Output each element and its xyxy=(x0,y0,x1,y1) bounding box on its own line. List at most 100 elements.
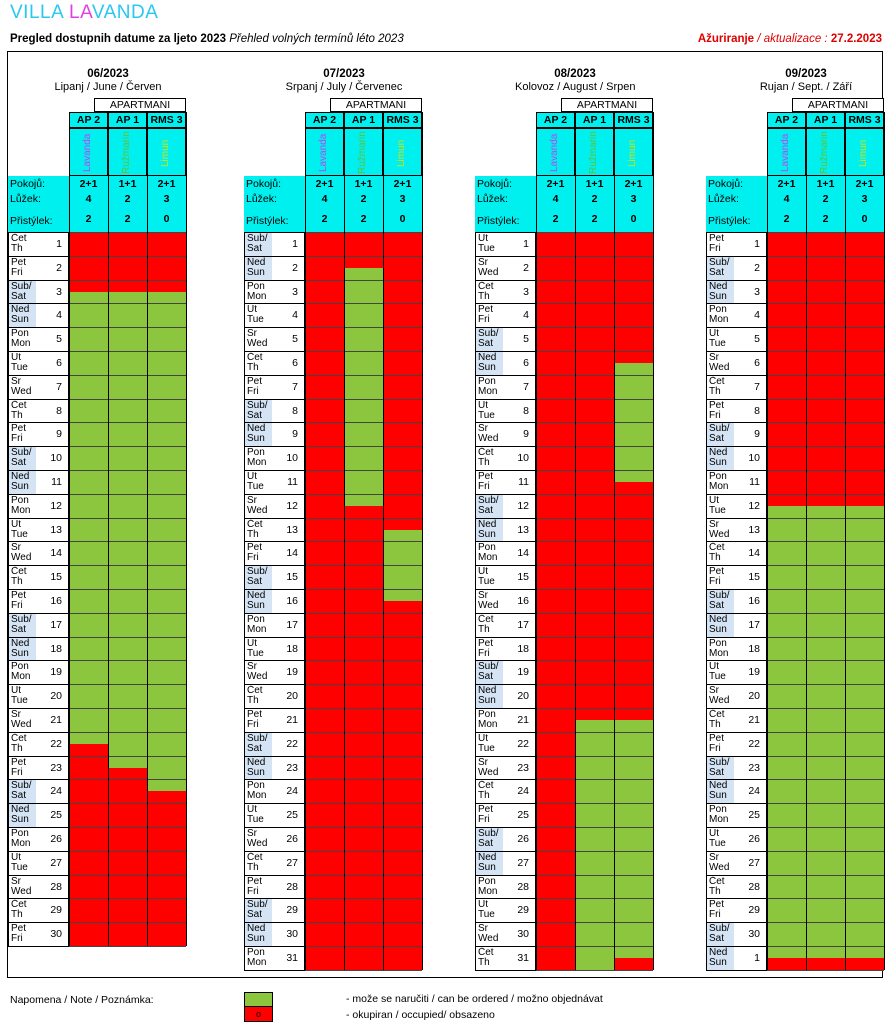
day-label-bg xyxy=(9,352,36,375)
day-name: Pon Mon xyxy=(11,662,30,682)
month-header: 09/2023 Rujan / Sept. / Září xyxy=(746,68,866,93)
day-name-en: Tue xyxy=(478,742,495,754)
day-name: Pet Fri xyxy=(11,924,26,944)
legend-occupied-swatch: o xyxy=(244,1006,273,1022)
day-name-en: Wed xyxy=(478,433,499,445)
day-label-bg xyxy=(707,542,734,566)
day-name: Čet Th xyxy=(247,852,263,873)
day-name: Ned Sun xyxy=(247,591,265,611)
day-name-hr: Sr xyxy=(11,709,21,720)
day-name: Čet Th xyxy=(478,614,494,635)
day-name-hr: Ned xyxy=(247,590,266,601)
day-name-en: Th xyxy=(709,552,721,564)
day-cell: Ned Sun 11 xyxy=(8,470,69,495)
day-cell: Ut Tue 6 xyxy=(8,351,69,376)
day-label-bg xyxy=(9,828,36,851)
day-number: 18 xyxy=(748,642,760,655)
day-label-bg xyxy=(707,637,734,661)
day-name-hr: Sub/ xyxy=(247,399,268,411)
grid-row-lines xyxy=(536,232,653,971)
day-label-bg xyxy=(245,375,272,399)
day-name: Sr Wed xyxy=(247,495,267,516)
day-label-bg xyxy=(707,399,734,423)
day-label-bg xyxy=(476,233,503,256)
day-label-bg xyxy=(9,613,36,637)
beds-label: Lůžek: xyxy=(10,193,41,205)
day-number: 3 xyxy=(754,285,760,298)
day-name-hr: Sub/ xyxy=(11,447,32,459)
day-name-hr: Ut xyxy=(478,399,488,411)
day-name-hr: Pet xyxy=(11,923,27,935)
day-cell: Ut Tue 29 xyxy=(475,898,536,924)
day-cell: Pet Fri 14 xyxy=(244,541,305,567)
day-name: Ut Tue xyxy=(478,399,495,421)
day-name-en: Wed xyxy=(247,671,268,683)
day-number: 7 xyxy=(292,380,298,393)
day-number: 10 xyxy=(748,452,760,465)
apartment-beds: 2 xyxy=(360,193,367,205)
day-cell: Pon Mon 18 xyxy=(706,636,767,662)
day-cell: Pet Fri 2 xyxy=(8,255,69,281)
day-cell: Pet Fri 21 xyxy=(244,708,305,733)
day-name-hr: Čet xyxy=(709,375,725,387)
day-cell: Pon Mon 21 xyxy=(475,708,536,733)
grid-column-line xyxy=(383,112,384,970)
day-number: 8 xyxy=(56,404,62,417)
day-name-en: Fri xyxy=(478,647,490,659)
day-number: 2 xyxy=(523,261,529,274)
day-number: 23 xyxy=(50,761,62,774)
day-number: 16 xyxy=(748,595,760,607)
day-name-hr: Sr xyxy=(478,256,488,268)
day-cell: Sub/Sat 2 xyxy=(706,255,767,281)
grid-column-line xyxy=(845,112,846,970)
day-name: Čet Th xyxy=(478,948,494,968)
day-label-bg xyxy=(707,899,734,923)
day-cell: Čet Th 6 xyxy=(244,351,305,376)
day-name: Ned Sun xyxy=(709,781,727,801)
day-number: 24 xyxy=(517,785,529,798)
apartment-code: AP 1 xyxy=(813,114,838,126)
day-number: 30 xyxy=(50,928,62,941)
day-name: Pet Fri xyxy=(247,376,262,397)
day-name-en: Fri xyxy=(247,552,259,564)
day-number: 11 xyxy=(287,476,298,488)
day-name-hr: Sub/ xyxy=(709,756,730,768)
day-name: Pet Fri xyxy=(709,567,724,587)
day-label-bg xyxy=(476,613,503,637)
day-name-en: Tue xyxy=(478,576,495,588)
day-label-bg xyxy=(476,423,503,447)
day-name-hr: Sr xyxy=(709,685,719,697)
grid-column-line xyxy=(653,112,654,970)
day-name: Ned Sun xyxy=(11,638,29,659)
legend-occupied-text: - okupiran / occupied/ obsazeno xyxy=(346,1009,495,1021)
day-cell: Pon Mon 25 xyxy=(706,803,767,828)
day-name-en: Fri xyxy=(478,481,490,492)
day-name: Pon Mon xyxy=(11,329,30,349)
day-name-en: Fri xyxy=(11,766,23,778)
day-name: Ut Tue xyxy=(709,329,726,349)
day-name-hr: Čet xyxy=(11,233,27,244)
day-number: 18 xyxy=(517,642,529,655)
day-name-en: Mon xyxy=(709,481,729,492)
day-name: Ned Sun xyxy=(247,757,265,778)
day-label-bg xyxy=(707,304,734,328)
day-label-bg xyxy=(476,280,503,304)
day-name-en: Tue xyxy=(11,528,28,540)
day-cell: Sub/Sat 8 xyxy=(244,398,305,424)
day-name-en: Sat xyxy=(247,409,263,421)
day-name-hr: Sr xyxy=(247,661,257,673)
apartment-code: RMS 3 xyxy=(617,114,650,126)
day-label-bg xyxy=(9,399,36,423)
day-name-hr: Pet xyxy=(709,399,725,411)
day-label-bg xyxy=(707,280,734,304)
day-name-en: Tue xyxy=(247,647,264,659)
legend-free-swatch xyxy=(244,992,273,1007)
day-cell: Ut Tue 8 xyxy=(475,398,536,424)
day-name-hr: Pon xyxy=(247,780,265,792)
day-number: 20 xyxy=(748,690,760,703)
day-number: 23 xyxy=(286,761,298,774)
day-name-en: Sun xyxy=(709,957,727,968)
day-cell: Pon Mon 31 xyxy=(244,946,305,971)
day-name-en: Mon xyxy=(478,385,498,397)
day-name-hr: Ut xyxy=(247,637,257,649)
